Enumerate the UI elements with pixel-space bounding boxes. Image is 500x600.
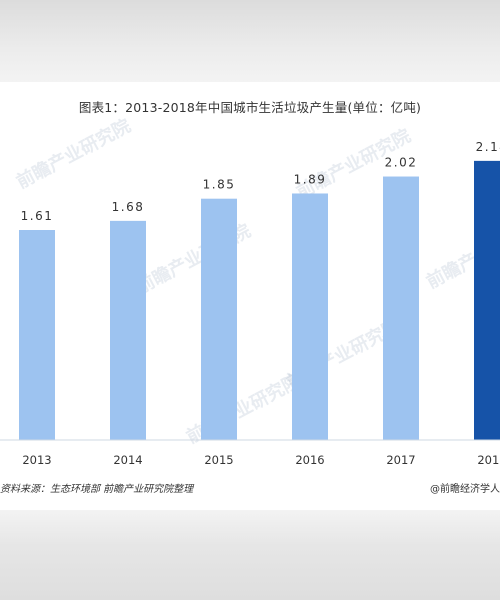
value-label-2015: 1.85 [203,178,236,192]
value-label-2016: 1.89 [294,172,327,186]
bar-2018 [474,160,500,440]
x-tick-2016: 2016 [295,453,324,467]
x-tick-2018: 2018 [477,453,500,467]
source-note: 资料来源：生态环境部 前瞻产业研究院整理 [0,484,194,495]
bar-2013 [19,230,55,440]
value-label-2014: 1.68 [112,200,145,214]
value-label-2018: 2.14 [476,140,500,154]
value-label-2013: 1.61 [21,209,54,223]
blurred-bottom-area [0,510,500,600]
x-tick-2013: 2013 [22,453,51,467]
bars-group [19,160,500,440]
bar-2017 [383,176,419,440]
bar-2015 [201,198,237,440]
x-tick-2017: 2017 [386,453,415,467]
chart-title: 图表1：2013-2018年中国城市生活垃圾产生量(单位：亿吨) [78,100,422,115]
bar-2016 [292,193,328,440]
value-labels: 1.61 1.68 1.85 1.89 2.02 2.14 [21,140,500,223]
x-tick-2015: 2015 [204,453,233,467]
bar-2014 [110,220,146,440]
brand-credit: @前瞻经济学人 [430,484,500,495]
bar-chart: 2013 2014 2015 2016 2017 2018 1.61 1.68 1.85 1.8… [0,140,500,467]
value-label-2017: 2.02 [385,156,418,170]
x-tick-2014: 2014 [113,453,142,467]
blurred-top-area [0,0,500,82]
x-tick-labels: 2013 2014 2015 2016 2017 2018 [22,453,500,467]
